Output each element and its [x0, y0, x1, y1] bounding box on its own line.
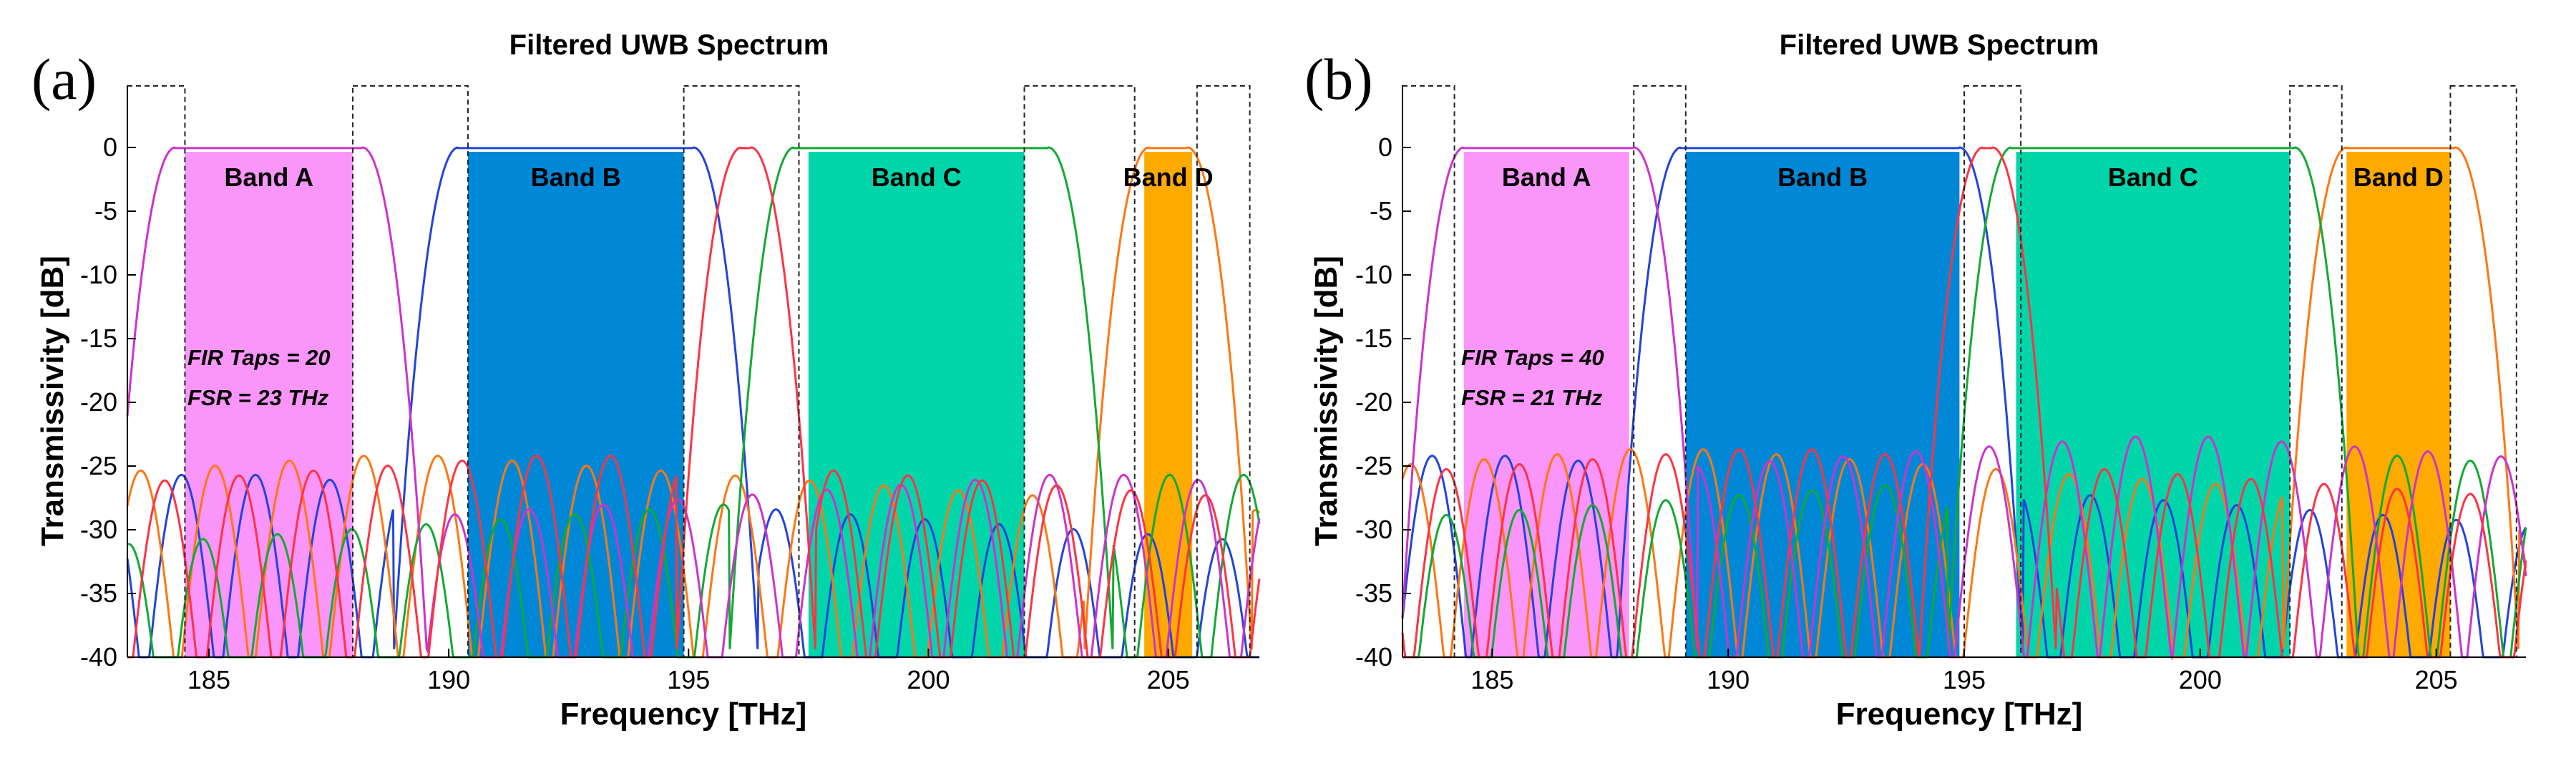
panel-a-band-b-label: Band B — [531, 163, 621, 192]
panel-a-ytick-label: -30 — [80, 515, 117, 544]
panel-a-bands — [185, 152, 1193, 657]
panel-b-ytick-label: -5 — [1370, 196, 1392, 226]
panel-b-guard-box — [2289, 85, 2343, 658]
panel-b-band-c-label: Band C — [2108, 163, 2198, 192]
panel-b-ytick-label: -25 — [1355, 451, 1392, 480]
panel-b-ytick-label: -30 — [1355, 515, 1392, 544]
panel-a-band-a-label: Band A — [224, 163, 313, 192]
panel-b-fsr: FSR = 21 THz — [1461, 385, 1603, 410]
panel-a-guard-box — [1196, 85, 1251, 658]
panel-a-ytick-label: -5 — [94, 196, 117, 226]
panel-b-band-c-region — [2016, 152, 2290, 657]
panel-a-band-labels: Band A Band B Band C Band D — [224, 163, 1213, 192]
panel-a-band-c-region — [808, 152, 1025, 657]
panel-b-ytick-label: 0 — [1378, 132, 1392, 162]
panel-a-band-b-region — [467, 152, 684, 657]
panel-a-letter: (a) — [31, 47, 97, 112]
panel-a-xtick-label: 195 — [667, 665, 710, 694]
panel-b-bands — [1463, 152, 2451, 657]
panel-b-fir-taps: FIR Taps = 40 — [1461, 345, 1604, 370]
panel-a-xtick-label: 190 — [427, 665, 470, 694]
panel-b-ylabel: Transmissivity [dB] — [1309, 256, 1344, 546]
panel-a-guard-box — [683, 85, 800, 658]
panel-a-axes: 0 -5 -10 -15 -20 -25 -30 -35 -40 185 190 195 200 205 — [80, 86, 1259, 694]
panel-b-xlabel: Frequency [THz] — [1836, 697, 2083, 732]
panel-a-fir-taps: FIR Taps = 20 — [187, 345, 331, 370]
panel-a-ylabel: Transmissivity [dB] — [35, 256, 70, 546]
panel-a-filter-red-curve — [127, 146, 1261, 659]
panel-a-ytick-label: -20 — [80, 387, 117, 417]
panel-a-fsr: FSR = 23 THz — [187, 385, 329, 410]
panel-a-band-a-region — [185, 152, 353, 657]
panel-b-band-labels: Band A Band B Band C Band D — [1502, 163, 2444, 192]
panel-a-ytick-label: -40 — [80, 642, 117, 672]
panel-b-ytick-label: -15 — [1355, 324, 1392, 353]
panel-b-guard-box — [1402, 85, 1455, 658]
panel-a-filter-magenta-curve — [126, 146, 1261, 659]
panel-a-band-d-label: Band D — [1123, 163, 1214, 192]
panel-a: (a) Filtered UWB Spectrum 0 -5 -10 -15 -20 -2… — [31, 29, 1261, 732]
panel-a-ytick-label: -35 — [80, 578, 117, 608]
panel-b-filter-green-curve — [1402, 146, 2527, 659]
panel-a-band-c-label: Band C — [872, 163, 962, 192]
panel-b-ytick-label: -10 — [1355, 260, 1392, 289]
panel-b-guard-box — [2449, 85, 2517, 658]
panel-b-xtick-label: 200 — [2179, 665, 2222, 694]
panel-b-xtick-label: 185 — [1470, 665, 1513, 694]
panel-a-xtick-label: 200 — [907, 665, 950, 694]
panel-a-guard-box — [1023, 85, 1136, 658]
panel-b-band-b-region — [1685, 152, 1960, 657]
panel-b-ytick-label: -35 — [1355, 578, 1392, 608]
panel-a-ytick-label: -25 — [80, 451, 117, 480]
panel-b-band-d-region — [2346, 152, 2451, 657]
panel-a-ytick-label: 0 — [103, 132, 117, 162]
panel-b-band-b-label: Band B — [1777, 163, 1868, 192]
panel-b-axes: 0 -5 -10 -15 -20 -25 -30 -35 -40 185 190 195 200 205 — [1355, 86, 2526, 694]
panel-a-xlabel: Frequency [THz] — [560, 697, 807, 732]
panel-b-band-a-label: Band A — [1502, 163, 1591, 192]
panel-b-title: Filtered UWB Spectrum — [1780, 29, 2099, 61]
panel-b-xtick-label: 195 — [1943, 665, 1986, 694]
panel-b-xtick-label: 205 — [2415, 665, 2458, 694]
panel-a-xtick-label: 205 — [1147, 665, 1190, 694]
panel-b-band-d-label: Band D — [2353, 163, 2444, 192]
panel-a-title: Filtered UWB Spectrum — [509, 29, 829, 61]
panel-b: (b) Filtered UWB Spectrum 0 -5 -10 -15 -20 -2… — [1304, 29, 2527, 732]
panel-a-guard-box — [352, 85, 469, 658]
panel-b-ytick-label: -40 — [1355, 642, 1392, 672]
panel-b-letter: (b) — [1304, 47, 1373, 112]
panel-a-ytick-label: -15 — [80, 324, 117, 353]
panel-b-xtick-label: 190 — [1707, 665, 1750, 694]
panel-a-xtick-label: 185 — [187, 665, 230, 694]
panel-b-ytick-label: -20 — [1355, 387, 1392, 417]
panel-a-ytick-label: -10 — [80, 260, 117, 289]
panel-a-guard-box — [127, 85, 186, 658]
